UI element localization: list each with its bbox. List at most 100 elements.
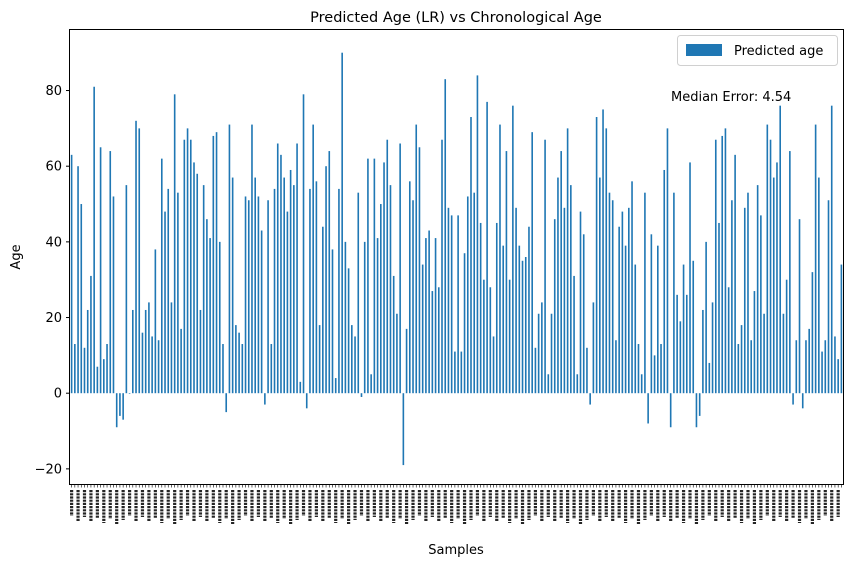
bar: [206, 219, 208, 394]
bar: [273, 188, 276, 394]
bar: [586, 347, 588, 394]
bar: [821, 351, 823, 394]
bar: [524, 257, 527, 394]
bar: [814, 124, 817, 394]
bar: [334, 378, 337, 394]
bar: [157, 340, 160, 394]
bar: [795, 340, 798, 394]
bar: [663, 169, 666, 394]
y-axis-label: Age: [9, 244, 24, 269]
bar: [202, 185, 205, 394]
bar: [103, 359, 105, 394]
bar: [631, 181, 633, 394]
bar: [189, 139, 192, 394]
bar: [392, 275, 395, 394]
bar: [251, 124, 253, 394]
chart-title: Predicted Age (LR) vs Chronological Age: [310, 10, 602, 26]
bar: [750, 340, 753, 394]
bar: [737, 344, 740, 394]
bar: [473, 192, 476, 394]
bar: [70, 154, 73, 394]
bar: [679, 321, 682, 394]
bar: [264, 393, 266, 405]
bar: [312, 124, 314, 394]
bar: [557, 177, 559, 394]
y-tick-label: 0: [54, 387, 62, 402]
bar: [499, 124, 501, 394]
bar: [605, 128, 608, 394]
bar: [418, 147, 421, 394]
bar: [376, 238, 379, 394]
bar: [724, 128, 727, 394]
bar: [80, 204, 83, 394]
bar: [566, 128, 569, 394]
bar: [628, 207, 630, 394]
bar: [634, 264, 637, 394]
bar: [360, 393, 363, 397]
bar: [782, 313, 785, 394]
bar: [141, 332, 144, 394]
bar: [798, 219, 801, 394]
bar: [599, 177, 601, 394]
bar: [115, 393, 118, 428]
bar: [582, 234, 585, 394]
bar: [421, 264, 424, 394]
median-error-annotation: Median Error: 4.54: [671, 90, 791, 105]
bar: [576, 374, 579, 394]
bar: [682, 264, 685, 394]
bar: [428, 230, 430, 394]
bar: [592, 302, 595, 394]
bar: [399, 143, 401, 394]
bar: [363, 241, 366, 394]
bar: [186, 128, 189, 394]
bar: [508, 279, 511, 394]
bar: [528, 226, 530, 394]
bar: [657, 245, 659, 394]
bar: [135, 120, 137, 394]
bar: [331, 249, 334, 394]
bar: [164, 211, 166, 394]
bar: [731, 200, 733, 394]
bar: [518, 245, 521, 394]
bar: [218, 241, 221, 394]
bar: [705, 241, 707, 394]
bar: [766, 124, 769, 394]
y-tick-label: 40: [45, 235, 62, 250]
bar: [502, 245, 505, 394]
bar: [257, 196, 260, 394]
bar: [573, 275, 575, 394]
bar: [779, 105, 781, 394]
bar: [77, 166, 79, 394]
bar: [132, 309, 134, 394]
bar: [267, 200, 269, 394]
bar: [231, 177, 234, 394]
bar: [454, 351, 456, 394]
bar: [595, 117, 598, 394]
y-tick-label: 20: [45, 311, 62, 326]
bar: [167, 188, 170, 394]
bar: [695, 393, 698, 428]
bar: [247, 200, 250, 394]
bar: [756, 185, 759, 394]
bar: [830, 105, 833, 394]
bar: [714, 139, 717, 394]
bar: [547, 374, 550, 394]
bar: [760, 215, 762, 394]
bar: [215, 132, 218, 394]
bar: [637, 344, 640, 394]
bar: [805, 340, 807, 394]
bar: [160, 158, 163, 394]
bar: [315, 181, 318, 394]
bar: [99, 147, 102, 394]
bar: [560, 151, 562, 394]
bar: [170, 302, 173, 394]
bar: [827, 200, 830, 394]
bar: [789, 151, 791, 394]
bar: [106, 344, 108, 394]
bar: [644, 192, 646, 394]
bar: [309, 188, 311, 394]
bar: [550, 313, 553, 394]
bar: [615, 340, 617, 394]
bar: [328, 151, 331, 394]
